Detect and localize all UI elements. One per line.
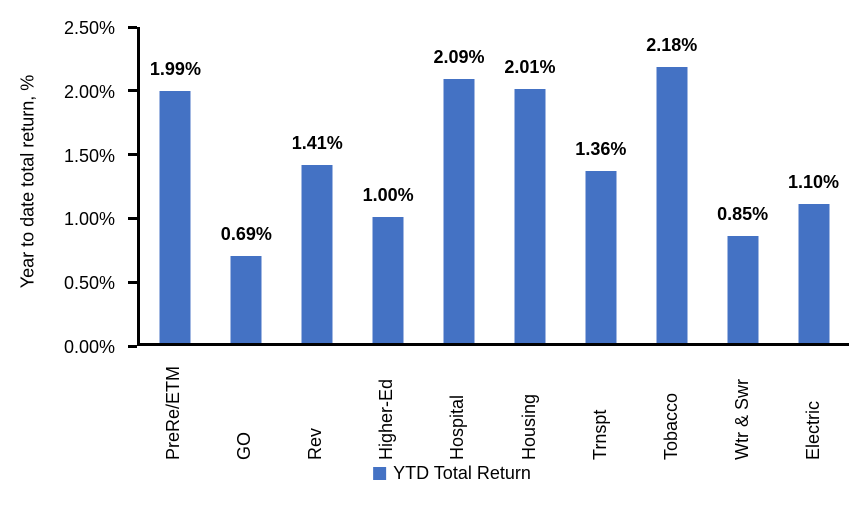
bar-Trnspt xyxy=(585,171,617,343)
y-tick-mark xyxy=(128,153,137,157)
bar-GO xyxy=(230,255,262,343)
bar-value-label: 1.99% xyxy=(149,59,201,80)
x-tick: Rev xyxy=(279,356,350,460)
x-tick: Hospital xyxy=(422,356,493,460)
bar-slot: 2.01% xyxy=(495,27,566,343)
y-tick-label: 0.50% xyxy=(63,273,115,294)
bar-Rev xyxy=(301,164,333,343)
bar-value-label: 1.10% xyxy=(788,171,840,192)
bar-value-label: 0.85% xyxy=(717,203,769,224)
bar-slot: 1.00% xyxy=(353,27,424,343)
x-tick-label: Rev xyxy=(304,427,325,460)
x-tick-label: Tobacco xyxy=(660,392,681,460)
y-tick-label: 0.00% xyxy=(63,337,115,357)
bar-Hospital xyxy=(443,78,475,343)
bar-Housing xyxy=(514,88,546,343)
y-tick-label: 1.00% xyxy=(63,209,115,230)
bar-Tobacco xyxy=(656,67,688,343)
x-tick: Tobacco xyxy=(635,356,706,460)
y-tick-mark xyxy=(128,216,137,220)
plot-area: 1.99% 0.69% 1.41% 1.00% 2.09% 2.01% 1.36% 2.18%… xyxy=(137,27,849,346)
bar-slot: 2.18% xyxy=(636,27,707,343)
legend-swatch-icon xyxy=(373,467,387,480)
y-tick-label: 2.50% xyxy=(63,18,115,38)
y-tick-label: 2.00% xyxy=(63,81,115,102)
bar-value-label: 2.18% xyxy=(646,35,698,56)
x-tick-label: Higher-Ed xyxy=(376,378,397,460)
bar-slot: 1.99% xyxy=(140,27,211,343)
x-axis: PreRe/ETM GO Rev Higher-Ed Hospital Housing Tr… xyxy=(137,356,849,460)
x-tick: PreRe/ETM xyxy=(137,356,208,460)
x-tick: GO xyxy=(208,356,279,460)
bar-slot: 1.10% xyxy=(778,27,849,343)
bar-value-label: 1.00% xyxy=(362,184,414,205)
x-tick: Housing xyxy=(493,356,564,460)
x-tick-label: Electric xyxy=(803,400,824,460)
x-tick-label: Trnspt xyxy=(589,409,610,460)
x-tick-label: GO xyxy=(233,431,254,460)
y-tick-mark xyxy=(128,89,137,93)
bar-slot: 1.36% xyxy=(565,27,636,343)
y-axis: 2.50% 2.00% 1.50% 1.00% 0.50% 0.00% xyxy=(0,18,137,357)
bar-value-label: 1.36% xyxy=(575,139,627,160)
bar-value-label: 0.69% xyxy=(220,223,272,244)
x-tick-label: Hospital xyxy=(447,394,468,460)
bar-Higher-Ed xyxy=(372,216,404,343)
y-tick-mark xyxy=(128,280,137,284)
bar-slot: 0.85% xyxy=(707,27,778,343)
bar-PreRe/ETM xyxy=(159,91,191,343)
bar-value-label: 1.41% xyxy=(291,132,343,153)
bar-slot: 1.41% xyxy=(282,27,353,343)
legend: YTD Total Return xyxy=(373,463,531,484)
x-tick: Electric xyxy=(778,356,849,460)
bar-Wtr & Swr xyxy=(727,235,759,343)
legend-label: YTD Total Return xyxy=(393,463,531,483)
x-tick: Higher-Ed xyxy=(351,356,422,460)
y-tick-mark xyxy=(128,25,137,29)
bar-value-label: 2.01% xyxy=(504,56,556,77)
x-tick-label: PreRe/ETM xyxy=(162,365,183,460)
bar-slot: 2.09% xyxy=(424,27,495,343)
bar-slot: 0.69% xyxy=(211,27,282,343)
x-tick: Wtr & Swr xyxy=(707,356,778,460)
bar-value-label: 2.09% xyxy=(433,46,485,67)
bar-Electric xyxy=(798,203,830,343)
y-tick-label: 1.50% xyxy=(63,145,115,166)
x-tick-label: Housing xyxy=(518,393,539,460)
x-tick-label: Wtr & Swr xyxy=(732,379,753,460)
x-tick: Trnspt xyxy=(564,356,635,460)
y-tick-mark xyxy=(128,344,137,348)
